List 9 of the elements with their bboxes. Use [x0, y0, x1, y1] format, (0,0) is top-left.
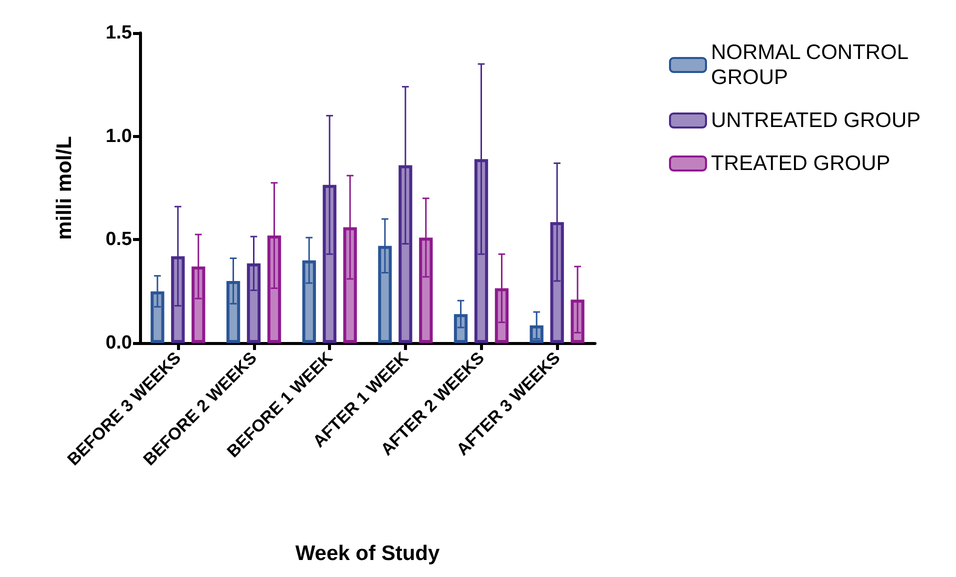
- y-axis-title: milli mol/L: [53, 136, 76, 240]
- legend-label: NORMAL CONTROL GROUP: [711, 41, 914, 89]
- legend-label: TREATED GROUP: [711, 152, 890, 175]
- legend-label: UNTREATED GROUP: [711, 109, 921, 132]
- y-tick-label: 0.5: [106, 229, 132, 250]
- y-tick-label: 1.0: [106, 126, 132, 147]
- x-axis-title: Week of Study: [295, 542, 440, 565]
- y-tick-label: 0.0: [106, 332, 132, 354]
- y-tick-label: 1.5: [106, 22, 132, 44]
